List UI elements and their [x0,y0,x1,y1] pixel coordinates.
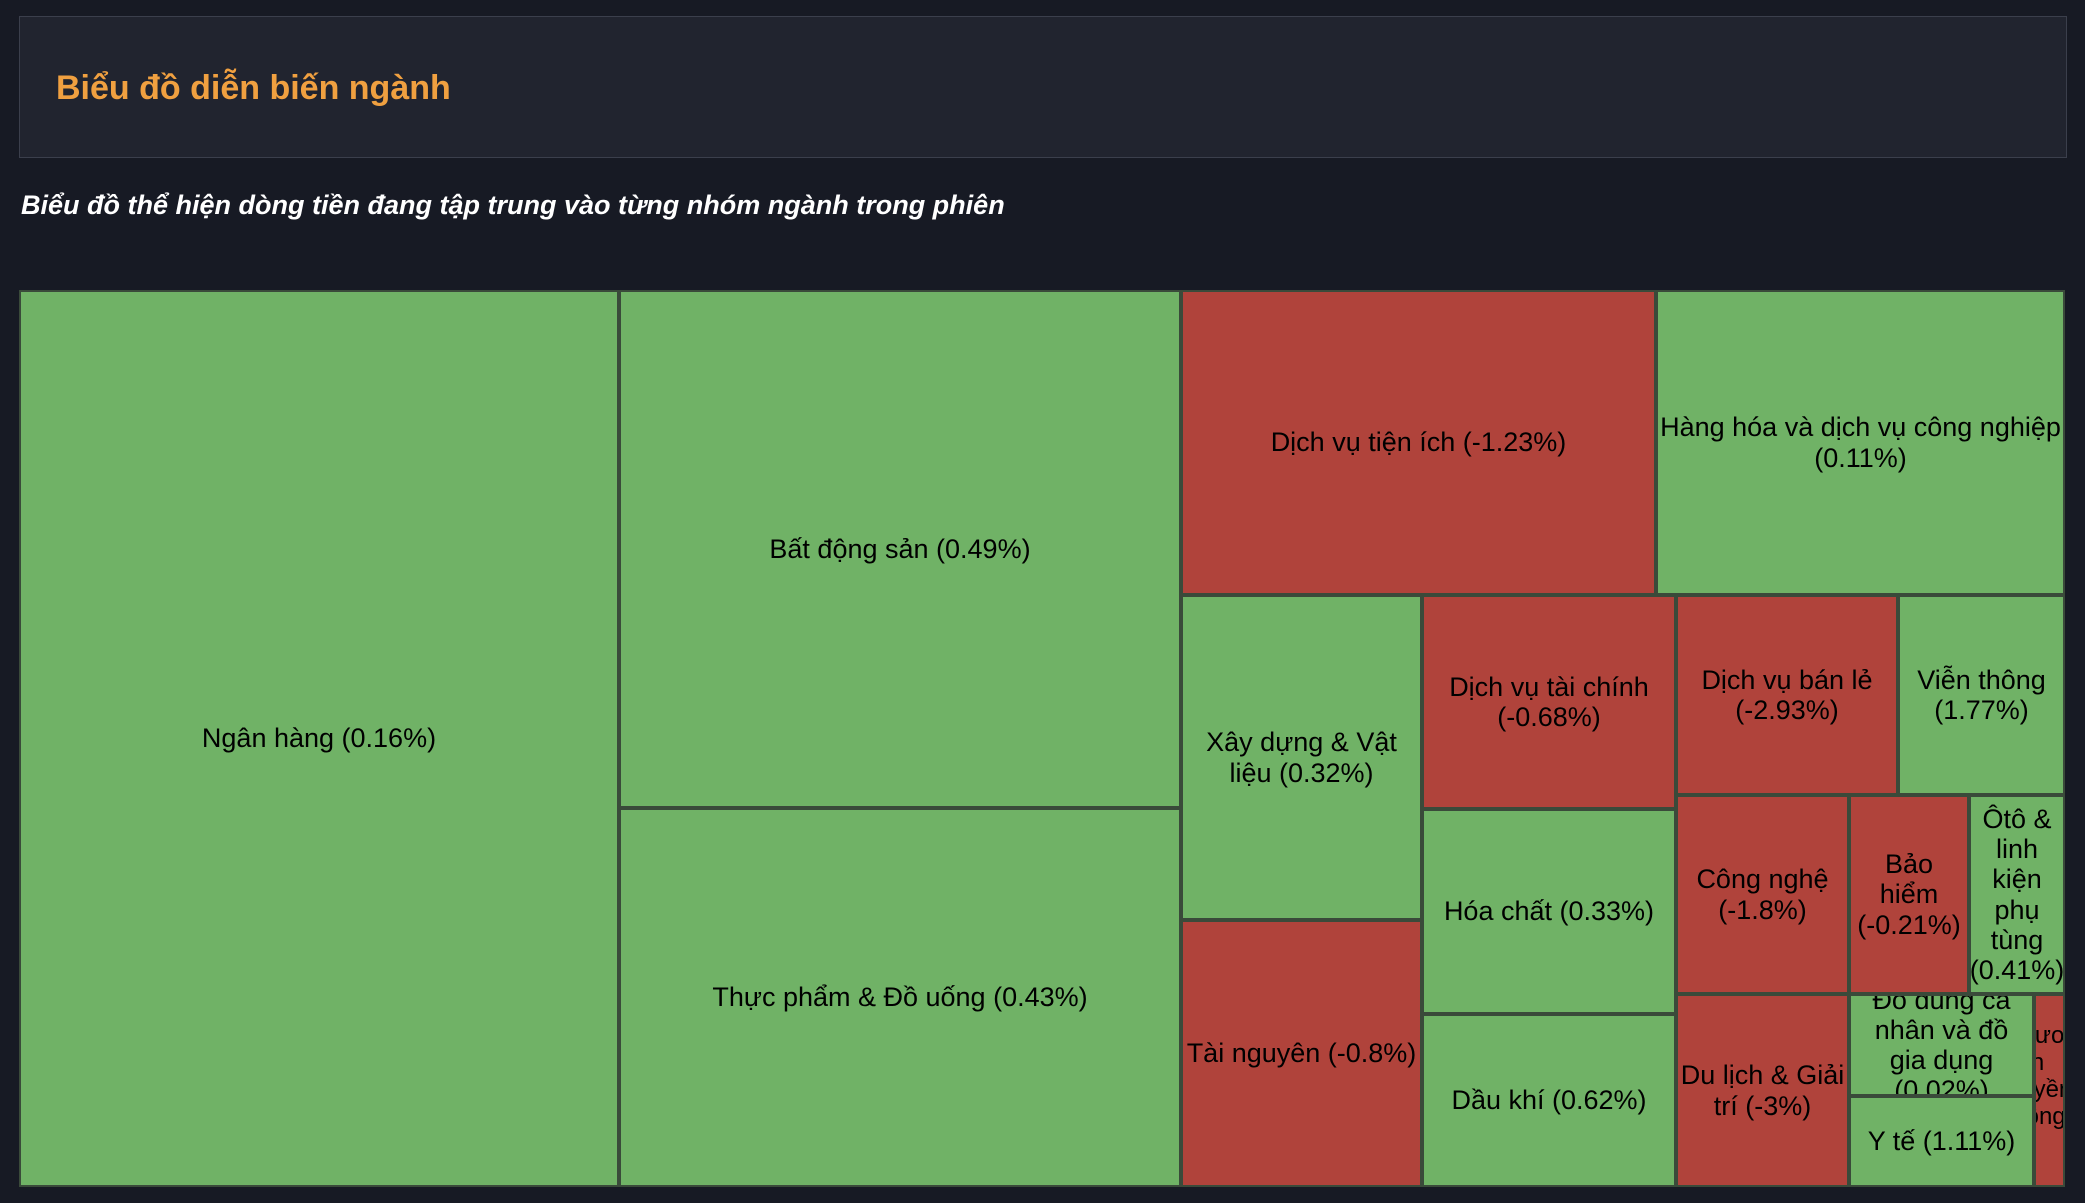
treemap-cell-label: Thực phẩm & Đồ uống (0.43%) [712,982,1088,1013]
treemap-cell-label: Xây dựng & Vật liệu (0.32%) [1206,727,1397,788]
treemap-cell-label: Viễn thông (1.77%) [1917,664,2046,725]
treemap-cell-label: Hàng hóa và dịch vụ công nghiệp (0.11%) [1660,412,2061,473]
treemap-cell-thuc-pham-do-uong[interactable]: Thực phẩm & Đồ uống (0.43%) [619,808,1181,1187]
treemap-cell-label: Du lịch & Giải trí (-3%) [1680,1060,1845,1121]
treemap-cell-y-te[interactable]: Y tế (1.11%) [1849,1096,2034,1187]
treemap-cell-ngan-hang[interactable]: Ngân hàng (0.16%) [19,290,619,1187]
treemap-cell-cong-nghe[interactable]: Công nghệ (-1.8%) [1676,795,1849,994]
treemap-cell-label: Tài nguyên (-0.8%) [1186,1038,1417,1069]
treemap-cell-hoa-chat[interactable]: Hóa chất (0.33%) [1422,809,1676,1014]
header-panel: Biểu đồ diễn biến ngành [19,16,2067,158]
treemap-cell-label: Hóa chất (0.33%) [1443,896,1655,927]
treemap-cell-label: Dịch vụ tài chính (-0.68%) [1449,671,1649,732]
treemap-cell-label: Phương tiện truyền thông (-1 [2034,1022,2065,1130]
treemap-cell-label: Dịch vụ tiện ích (-1.23%) [1270,427,1567,458]
treemap-cell-phuong-tien-truyen-thong[interactable]: Phương tiện truyền thông (-1 [2034,994,2065,1187]
treemap-cell-bat-dong-san[interactable]: Bất động sản (0.49%) [619,290,1181,808]
treemap-cell-label: Y tế (1.11%) [1867,1126,2016,1157]
treemap-cell-label: Dầu khí (0.62%) [1451,1085,1647,1116]
treemap-cell-label: Đồ dùng cá nhân và đồ gia dụng (0.02%) [1872,994,2011,1096]
treemap-cell-dich-vu-ban-le[interactable]: Dịch vụ bán lẻ (-2.93%) [1676,595,1898,795]
treemap-cell-xay-dung-vat-lieu[interactable]: Xây dựng & Vật liệu (0.32%) [1181,595,1422,920]
chart-subtitle: Biểu đồ thể hiện dòng tiền đang tập trun… [21,190,1005,220]
treemap-cell-bao-hiem[interactable]: Bảo hiểm (-0.21%) [1849,795,1969,994]
treemap-cell-label: Bất động sản (0.49%) [769,533,1031,564]
treemap-cell-label: Dịch vụ bán lẻ (-2.93%) [1701,664,1873,725]
treemap-cell-label: Bảo hiểm (-0.21%) [1857,849,1961,940]
sector-treemap: Ngân hàng (0.16%) Bất động sản (0.49%) Thự… [19,290,2065,1187]
treemap-cell-du-lich-giai-tri[interactable]: Du lịch & Giải trí (-3%) [1676,994,1849,1187]
treemap-cell-oto-linh-kien-phu-tung[interactable]: Ôtô & linh kiện phụ tùng (0.41%) [1969,795,2065,994]
treemap-cell-dich-vu-tai-chinh[interactable]: Dịch vụ tài chính (-0.68%) [1422,595,1676,809]
treemap-cell-dau-khi[interactable]: Dầu khí (0.62%) [1422,1014,1676,1187]
treemap-cell-hang-hoa-va-dich-vu-cong-nghiep[interactable]: Hàng hóa và dịch vụ công nghiệp (0.11%) [1656,290,2065,595]
treemap-cell-label: Công nghệ (-1.8%) [1696,864,1829,925]
treemap-cell-do-dung-ca-nhan-va-do-gia-dung[interactable]: Đồ dùng cá nhân và đồ gia dụng (0.02%) [1849,994,2034,1096]
treemap-cell-label: Ngân hàng (0.16%) [201,723,437,754]
treemap-cell-vien-thong[interactable]: Viễn thông (1.77%) [1898,595,2065,795]
treemap-cell-label: Ôtô & linh kiện phụ tùng (0.41%) [1969,803,2065,985]
treemap-cell-dich-vu-tien-ich[interactable]: Dịch vụ tiện ích (-1.23%) [1181,290,1656,595]
page-title: Biểu đồ diễn biến ngành [56,69,451,107]
treemap-cell-tai-nguyen[interactable]: Tài nguyên (-0.8%) [1181,920,1422,1187]
